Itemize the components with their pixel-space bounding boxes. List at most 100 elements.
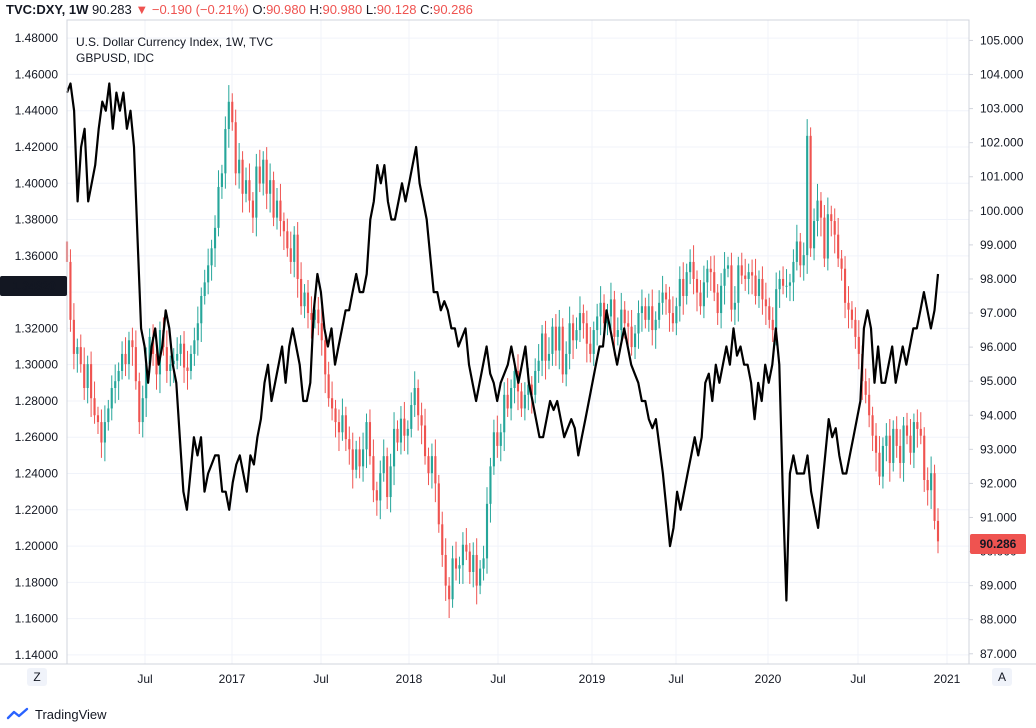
left-tick-label: 1.20000 xyxy=(15,539,59,553)
time-tick-label: Jul xyxy=(137,672,152,686)
candle xyxy=(709,256,712,291)
candle xyxy=(565,341,568,387)
candle xyxy=(169,355,172,387)
time-tick-label: Jul xyxy=(668,672,683,686)
time-tick-label: 2018 xyxy=(396,672,423,686)
candle xyxy=(382,439,385,482)
candle xyxy=(523,382,526,421)
zoom-button[interactable]: Z xyxy=(27,668,47,686)
branding[interactable]: TradingView xyxy=(6,704,107,724)
candle xyxy=(151,324,155,366)
candle xyxy=(544,320,547,380)
candle xyxy=(355,440,358,479)
candle xyxy=(823,205,826,268)
left-tick-label: 1.36000 xyxy=(15,249,59,263)
candle xyxy=(337,409,341,452)
candle xyxy=(138,372,141,434)
candle xyxy=(344,406,347,452)
left-price-axis[interactable]: 1.48000 1.46000 1.44000 1.42000 1.40000 1.380… xyxy=(15,31,59,662)
candle xyxy=(210,239,213,281)
candle xyxy=(165,330,168,383)
candle xyxy=(234,109,237,186)
last-price: 90.283 xyxy=(91,2,132,17)
candle xyxy=(843,256,847,319)
candle xyxy=(224,116,227,189)
candle xyxy=(754,258,757,305)
candle xyxy=(69,249,72,332)
candle xyxy=(269,163,272,213)
right-tick-label: 97.000 xyxy=(980,306,1017,320)
right-tick-label: 103.000 xyxy=(980,102,1024,116)
candle xyxy=(303,284,306,319)
candle xyxy=(368,409,372,465)
candle xyxy=(599,286,602,336)
candle xyxy=(472,542,475,588)
candle xyxy=(306,279,310,329)
right-tick-label: 87.000 xyxy=(980,647,1017,661)
right-tick-label: 96.000 xyxy=(980,340,1017,354)
candle xyxy=(310,296,313,339)
time-tick-label: 2021 xyxy=(934,672,961,686)
left-current-price: 1.34920 xyxy=(12,279,56,293)
symbol-label[interactable]: TVC:DXY, 1W xyxy=(6,2,89,17)
candle xyxy=(496,415,499,458)
candle xyxy=(248,163,251,213)
candle xyxy=(881,437,884,489)
open-label: O: xyxy=(252,2,267,17)
candle xyxy=(300,262,303,315)
right-tick-label: 94.000 xyxy=(980,408,1017,422)
tradingview-logo-icon xyxy=(6,707,29,720)
candle xyxy=(633,324,637,360)
auto-scale-button[interactable]: A xyxy=(992,668,1012,686)
right-tick-label: 99.000 xyxy=(980,238,1017,252)
candle xyxy=(902,416,905,482)
candle xyxy=(868,378,871,428)
time-tick-label: Jul xyxy=(313,672,328,686)
time-tick-label: 2017 xyxy=(219,672,246,686)
candle xyxy=(799,232,802,278)
candle xyxy=(647,293,650,332)
candle xyxy=(554,314,557,366)
candle xyxy=(582,304,585,339)
candle xyxy=(485,487,489,574)
candle xyxy=(572,314,575,360)
right-tick-label: 93.000 xyxy=(980,442,1017,456)
candle xyxy=(585,310,588,363)
candle xyxy=(664,284,668,315)
time-axis[interactable]: Jul 2017 Jul 2018 Jul 2019 Jul 2020 Jul 2021 xyxy=(137,672,960,686)
candle xyxy=(830,205,833,237)
candle xyxy=(475,538,478,605)
candle xyxy=(275,187,279,230)
candle xyxy=(492,419,495,475)
candle xyxy=(771,307,774,342)
candle xyxy=(213,215,217,268)
candle xyxy=(179,335,182,366)
candle xyxy=(682,262,685,315)
candle xyxy=(510,379,513,421)
symbol-header: TVC:DXY, 1W 90.283 ▼ −0.190 (−0.21%) O:9… xyxy=(6,2,473,20)
candle xyxy=(506,378,509,417)
candle xyxy=(692,245,695,295)
candle xyxy=(809,127,812,257)
candle xyxy=(888,419,891,482)
candle xyxy=(702,265,705,319)
legend-main: U.S. Dollar Currency Index, 1W, TVC xyxy=(76,35,274,49)
price-chart[interactable]: 1.48000 1.46000 1.44000 1.42000 1.40000 1.380… xyxy=(0,0,1036,700)
left-tick-label: 1.32000 xyxy=(15,321,59,335)
candle xyxy=(86,355,89,404)
candle xyxy=(678,266,681,322)
right-tick-label: 91.000 xyxy=(980,510,1017,524)
candle xyxy=(699,279,702,315)
candle xyxy=(427,447,430,486)
zoom-button-label: Z xyxy=(33,670,40,684)
candle xyxy=(420,402,423,445)
plot-frame xyxy=(66,19,970,665)
right-price-axis[interactable]: 105.000 104.000 103.000 102.000 101.000 100.0… xyxy=(969,33,1024,661)
candle xyxy=(878,436,881,486)
candle xyxy=(733,286,736,325)
candle xyxy=(895,416,898,458)
candle xyxy=(448,577,451,618)
left-tick-label: 1.40000 xyxy=(15,176,59,190)
time-tick-label: Jul xyxy=(850,672,865,686)
right-tick-label: 102.000 xyxy=(980,136,1024,150)
